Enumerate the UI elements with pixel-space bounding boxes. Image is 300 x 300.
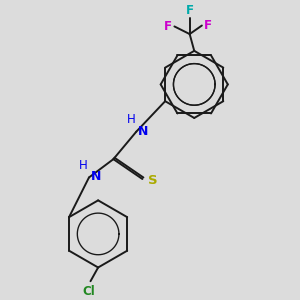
Text: S: S [148,174,158,187]
Text: F: F [186,4,194,17]
Text: F: F [164,20,172,33]
Text: N: N [138,124,148,138]
Text: H: H [126,113,135,126]
Text: Cl: Cl [82,285,95,298]
Text: F: F [204,19,212,32]
Text: H: H [79,159,88,172]
Text: N: N [91,170,101,183]
